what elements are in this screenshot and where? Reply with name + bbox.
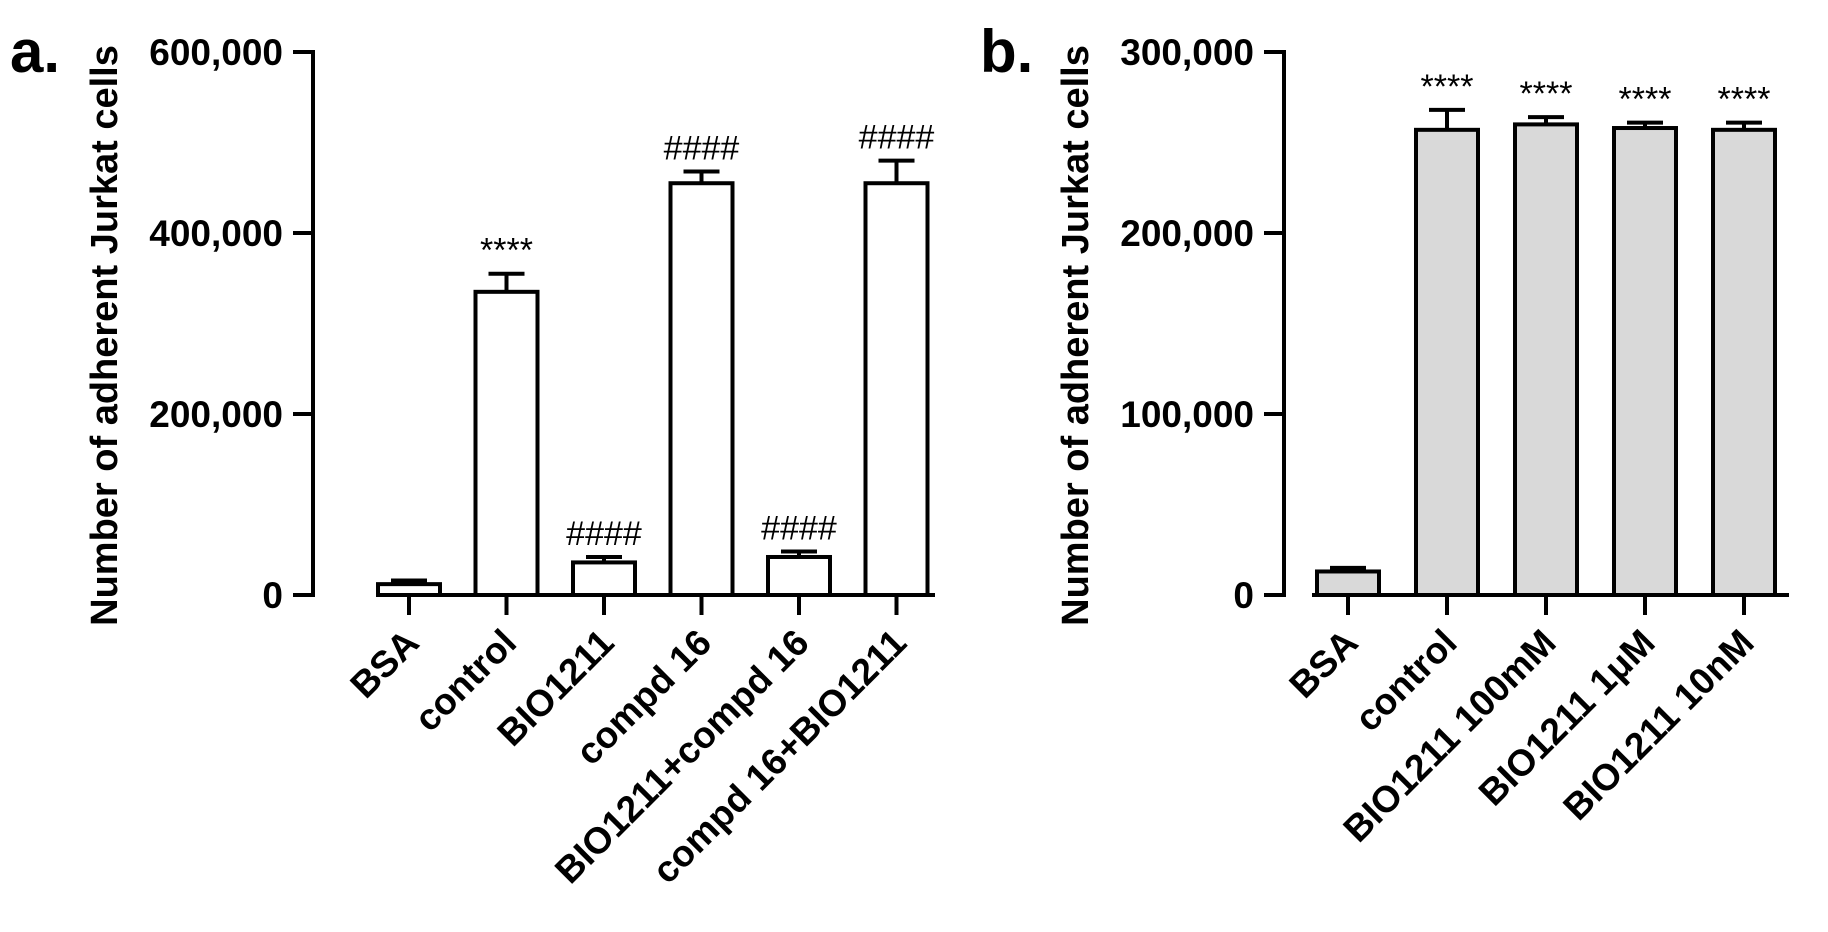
bar — [863, 181, 930, 597]
significance-label: **** — [1718, 81, 1771, 119]
y-tick-label: 600,000 — [149, 32, 283, 73]
category-label: BIO1211 1μM — [1471, 622, 1663, 814]
significance-label: #### — [566, 515, 642, 553]
significance-label: #### — [859, 119, 935, 157]
bar — [571, 560, 637, 597]
significance-label: **** — [1421, 68, 1474, 106]
panel-label: b. — [980, 18, 1033, 85]
bar — [1414, 127, 1480, 598]
bar — [1315, 569, 1381, 597]
y-tick-label: 0 — [262, 575, 283, 616]
panel-label: a. — [10, 18, 60, 85]
y-tick-label: 200,000 — [149, 394, 283, 435]
significance-label: **** — [1619, 81, 1672, 119]
chart-a: a. Number of adherent Jurkat cells 0 200,00… — [10, 18, 935, 891]
y-tick-label: 200,000 — [1120, 213, 1254, 254]
category-label: BSA — [1281, 622, 1365, 706]
y-axis-title: Number of adherent Jurkat cells — [1055, 45, 1097, 626]
category-label: BSA — [342, 622, 426, 706]
y-tick-label: 300,000 — [1120, 32, 1254, 73]
y-tick-label: 0 — [1233, 575, 1254, 616]
bar — [668, 181, 735, 597]
bar — [766, 554, 832, 597]
bar — [1612, 126, 1678, 598]
y-axis-title: Number of adherent Jurkat cells — [84, 45, 126, 626]
significance-label: **** — [1520, 75, 1573, 113]
significance-label: **** — [480, 232, 533, 270]
bar — [473, 289, 540, 597]
y-tick-label: 400,000 — [149, 213, 283, 254]
bar — [1711, 127, 1777, 598]
bar — [376, 582, 442, 598]
chart-b: b. Number of adherent Jurkat cells 0 100,00… — [980, 18, 1789, 850]
significance-label: #### — [664, 129, 740, 167]
significance-label: #### — [761, 510, 837, 548]
bar — [1513, 122, 1579, 598]
y-tick-label: 100,000 — [1120, 394, 1254, 435]
